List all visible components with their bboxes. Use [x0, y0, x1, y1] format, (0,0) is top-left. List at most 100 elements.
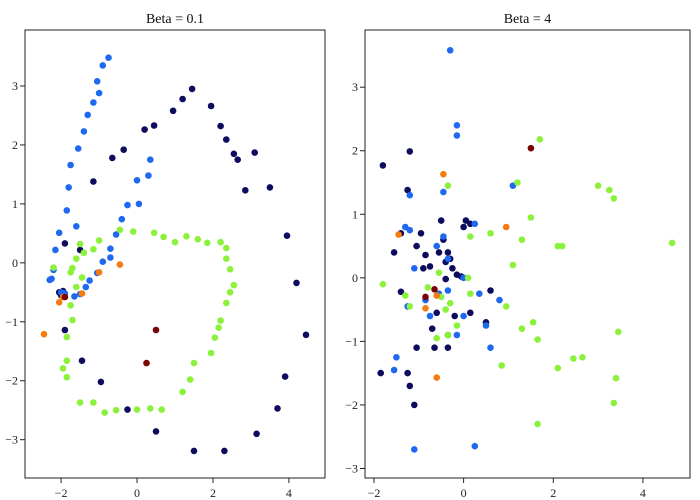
data-point — [444, 255, 452, 263]
data-point — [431, 286, 438, 293]
data-point — [150, 229, 158, 237]
y-tick-label: 3 — [12, 79, 18, 93]
data-point — [453, 331, 461, 339]
data-point — [150, 122, 158, 129]
data-point — [204, 239, 211, 247]
data-point — [67, 302, 74, 309]
data-point — [426, 263, 434, 270]
data-point — [78, 274, 86, 281]
data-point — [99, 62, 107, 69]
data-point — [78, 357, 86, 365]
data-point — [160, 233, 167, 241]
data-point — [390, 366, 398, 374]
data-point — [112, 406, 120, 414]
data-point — [67, 269, 74, 276]
data-point — [411, 265, 418, 272]
data-point — [65, 184, 72, 191]
data-point — [251, 149, 258, 156]
y-tick-label: 2 — [352, 144, 358, 158]
data-point — [404, 369, 411, 377]
data-point — [406, 148, 414, 155]
data-point — [467, 233, 474, 240]
data-point — [460, 223, 467, 231]
y-tick-label: −3 — [345, 461, 358, 475]
data-point — [158, 406, 165, 413]
data-point — [112, 231, 120, 238]
data-point — [554, 364, 562, 372]
x-tick-label: 2 — [210, 486, 216, 500]
x-tick-label: 0 — [461, 486, 467, 500]
data-point — [467, 290, 474, 298]
data-point — [217, 122, 224, 130]
data-point — [133, 177, 141, 184]
data-point — [442, 275, 450, 283]
data-point — [406, 303, 414, 310]
data-point — [527, 214, 535, 221]
data-point — [86, 277, 93, 284]
y-tick-label: 1 — [12, 197, 18, 211]
data-point — [281, 373, 289, 380]
data-point — [234, 156, 241, 163]
data-point — [482, 322, 490, 329]
y-tick-label: −3 — [5, 433, 18, 447]
data-point — [105, 54, 112, 61]
data-point — [133, 406, 141, 413]
data-point — [63, 207, 71, 214]
data-point — [518, 325, 526, 333]
data-point — [446, 47, 454, 54]
data-point — [141, 126, 148, 133]
data-point — [226, 266, 234, 273]
data-point — [183, 233, 190, 240]
data-point — [451, 312, 459, 320]
data-point — [186, 376, 194, 383]
data-point — [390, 249, 398, 256]
data-point — [529, 319, 537, 326]
data-point — [223, 255, 230, 262]
data-point — [502, 223, 510, 231]
data-point — [397, 288, 405, 296]
series-group — [390, 47, 517, 453]
y-tick-label: −2 — [5, 374, 18, 388]
data-point — [422, 251, 429, 259]
data-point — [61, 240, 69, 247]
data-point — [453, 322, 461, 329]
data-point — [302, 331, 310, 339]
data-point — [444, 344, 452, 352]
data-point — [404, 186, 411, 194]
data-point — [534, 336, 541, 343]
data-point — [433, 374, 441, 381]
data-point — [93, 78, 101, 85]
data-point — [107, 245, 114, 252]
data-point — [171, 238, 179, 246]
data-point — [534, 420, 541, 428]
series-group — [46, 54, 154, 300]
series-group — [50, 226, 238, 416]
data-point — [230, 281, 238, 289]
data-point — [377, 369, 385, 377]
data-point — [509, 261, 517, 269]
data-point — [440, 188, 447, 196]
data-point — [442, 306, 450, 313]
data-point — [487, 344, 494, 352]
data-point — [417, 230, 425, 237]
data-point — [242, 187, 249, 194]
data-point — [514, 179, 521, 186]
data-point — [433, 334, 441, 342]
data-point — [217, 238, 224, 246]
data-point — [579, 354, 586, 361]
data-point — [116, 226, 124, 234]
data-point — [101, 409, 108, 416]
chart-title: Beta = 0.1 — [146, 12, 204, 27]
y-tick-label: 2 — [12, 138, 18, 152]
data-point — [476, 290, 483, 298]
subplot-beta-0-1: Beta = 0.1 −2 0 2 4 −3 −2 −1 0 1 2 3 — [5, 12, 326, 500]
data-point — [63, 373, 71, 381]
data-point — [76, 240, 84, 248]
data-point — [90, 399, 97, 406]
data-point — [194, 236, 202, 243]
data-point — [74, 145, 82, 152]
data-point — [558, 242, 566, 250]
y-tick-label: −1 — [5, 315, 18, 329]
x-tick-label: −2 — [55, 486, 68, 500]
data-point — [449, 265, 456, 272]
